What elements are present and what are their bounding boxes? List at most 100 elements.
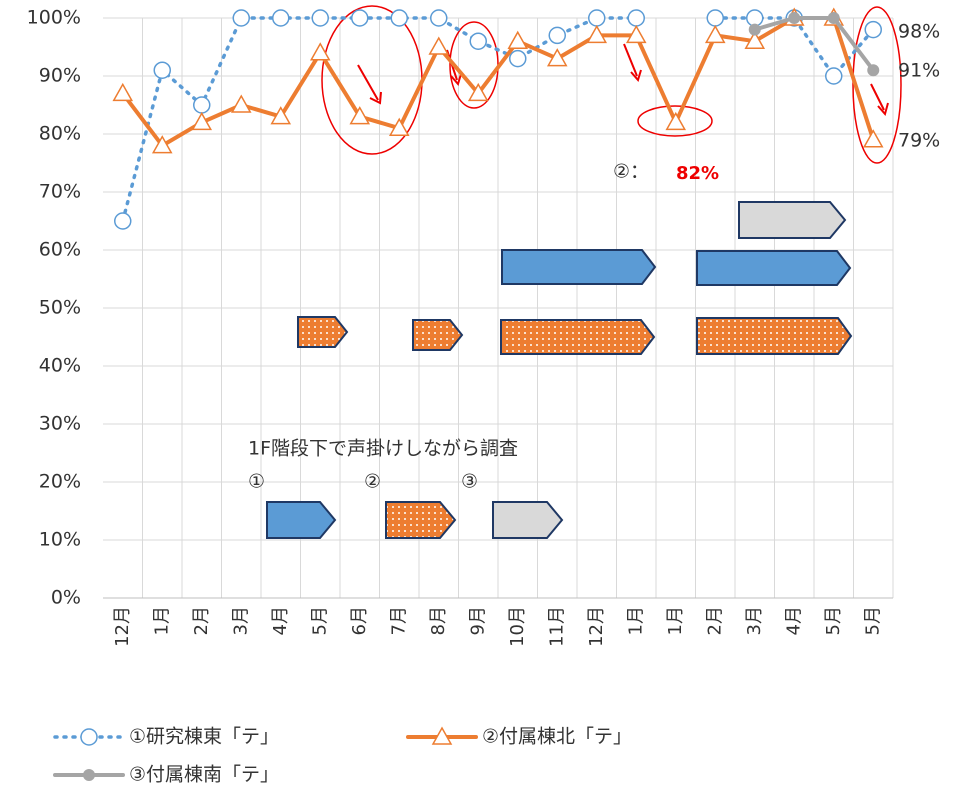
vertical-grid <box>103 17 894 599</box>
red-arrow <box>870 83 889 117</box>
legend-marker <box>431 726 453 745</box>
point <box>351 9 369 27</box>
y-tick-label: 60% <box>39 239 81 261</box>
highlight-ellipse <box>637 105 713 137</box>
x-tick-label: 12月 <box>586 606 607 647</box>
x-tick-label: 10月 <box>507 606 528 647</box>
point <box>428 36 450 55</box>
grey-arrow <box>738 201 847 239</box>
point <box>114 212 132 230</box>
y-tick-label: 70% <box>39 181 81 203</box>
point <box>827 12 840 24</box>
point <box>388 117 410 136</box>
point <box>627 9 645 27</box>
series-line <box>752 16 876 73</box>
blue-arrow <box>501 249 657 285</box>
point <box>153 61 171 79</box>
x-tick-label: 11月 <box>546 606 567 647</box>
point <box>151 135 173 154</box>
y-tick-label: 50% <box>39 297 81 319</box>
x-tick-label: 8月 <box>428 606 449 635</box>
point <box>469 32 487 50</box>
orange-arrow <box>500 319 656 355</box>
point <box>230 94 252 113</box>
point <box>748 23 761 36</box>
point <box>586 24 608 44</box>
point <box>864 20 882 39</box>
legend-label: ②付属棟北「テ」 <box>482 726 632 748</box>
x-tick-label: 5月 <box>309 606 330 635</box>
marker-label: ① <box>248 471 265 493</box>
point <box>270 106 292 125</box>
annotation: 98% <box>898 21 940 43</box>
plot <box>112 7 884 230</box>
legend-marker <box>80 728 98 746</box>
y-tick-label: 20% <box>39 471 81 493</box>
marker-label: ② <box>364 471 381 493</box>
x-tick-label: 2月 <box>704 606 725 635</box>
y-tick-label: 10% <box>39 529 81 551</box>
orange-arrow <box>297 316 349 348</box>
point <box>191 111 213 131</box>
point <box>867 64 880 77</box>
point <box>788 12 801 24</box>
x-tick-label: 1月 <box>625 606 646 635</box>
orange-arrow <box>412 319 464 351</box>
point <box>588 9 606 27</box>
blue-arrow <box>266 501 337 539</box>
point <box>309 42 331 61</box>
x-tick-label: 6月 <box>349 606 370 635</box>
x-tick-label: 2月 <box>191 606 212 635</box>
x-tick-label: 3月 <box>744 606 765 635</box>
callout-value: 82% <box>676 163 719 184</box>
point <box>665 111 687 131</box>
y-tick-label: 0% <box>51 587 81 609</box>
y-tick-label: 40% <box>39 355 81 377</box>
red-arrow <box>357 64 382 105</box>
callout-prefix: ②： <box>613 161 649 183</box>
point <box>430 9 448 27</box>
annotation: 91% <box>898 60 940 82</box>
orange-arrow <box>385 501 457 539</box>
point <box>272 9 290 27</box>
point <box>625 24 647 44</box>
point <box>546 48 568 67</box>
x-tick-label: 4月 <box>783 606 804 635</box>
legend: ①研究棟東「テ」 ②付属棟北「テ」 ③付属棟南「テ」 <box>53 726 632 786</box>
point <box>112 82 134 102</box>
y-tick-label: 30% <box>39 413 81 435</box>
point <box>467 82 489 102</box>
point <box>548 26 566 45</box>
point <box>232 9 250 27</box>
point <box>706 9 724 27</box>
y-tick-label: 80% <box>39 123 81 145</box>
red-arrow <box>623 43 642 83</box>
legend-marker <box>83 769 95 781</box>
point <box>311 9 329 27</box>
point <box>744 30 766 49</box>
x-tick-label: 5月 <box>862 606 883 635</box>
y-tick-label: 90% <box>39 65 81 87</box>
point <box>509 49 527 68</box>
blue-arrow <box>696 250 852 286</box>
highlight-ellipse <box>852 6 902 164</box>
marker-label: ③ <box>461 471 478 493</box>
x-tick-label: 1月 <box>151 606 172 635</box>
point <box>704 24 726 44</box>
note: 1F階段下で声掛けしながら調査 <box>248 438 518 460</box>
timeline-shapes <box>266 201 853 539</box>
orange-arrow <box>696 317 853 355</box>
y-tick-label: 100% <box>27 7 81 29</box>
grey-arrow <box>492 501 564 539</box>
point <box>862 129 884 148</box>
point <box>349 106 371 125</box>
legend-label: ③付属棟南「テ」 <box>129 764 279 786</box>
x-tick-label: 4月 <box>270 606 291 635</box>
point <box>390 9 408 27</box>
point <box>507 30 529 49</box>
annotation: 79% <box>898 130 940 152</box>
point <box>825 67 843 85</box>
x-tick-label: 1月 <box>665 606 686 635</box>
point <box>193 96 211 114</box>
